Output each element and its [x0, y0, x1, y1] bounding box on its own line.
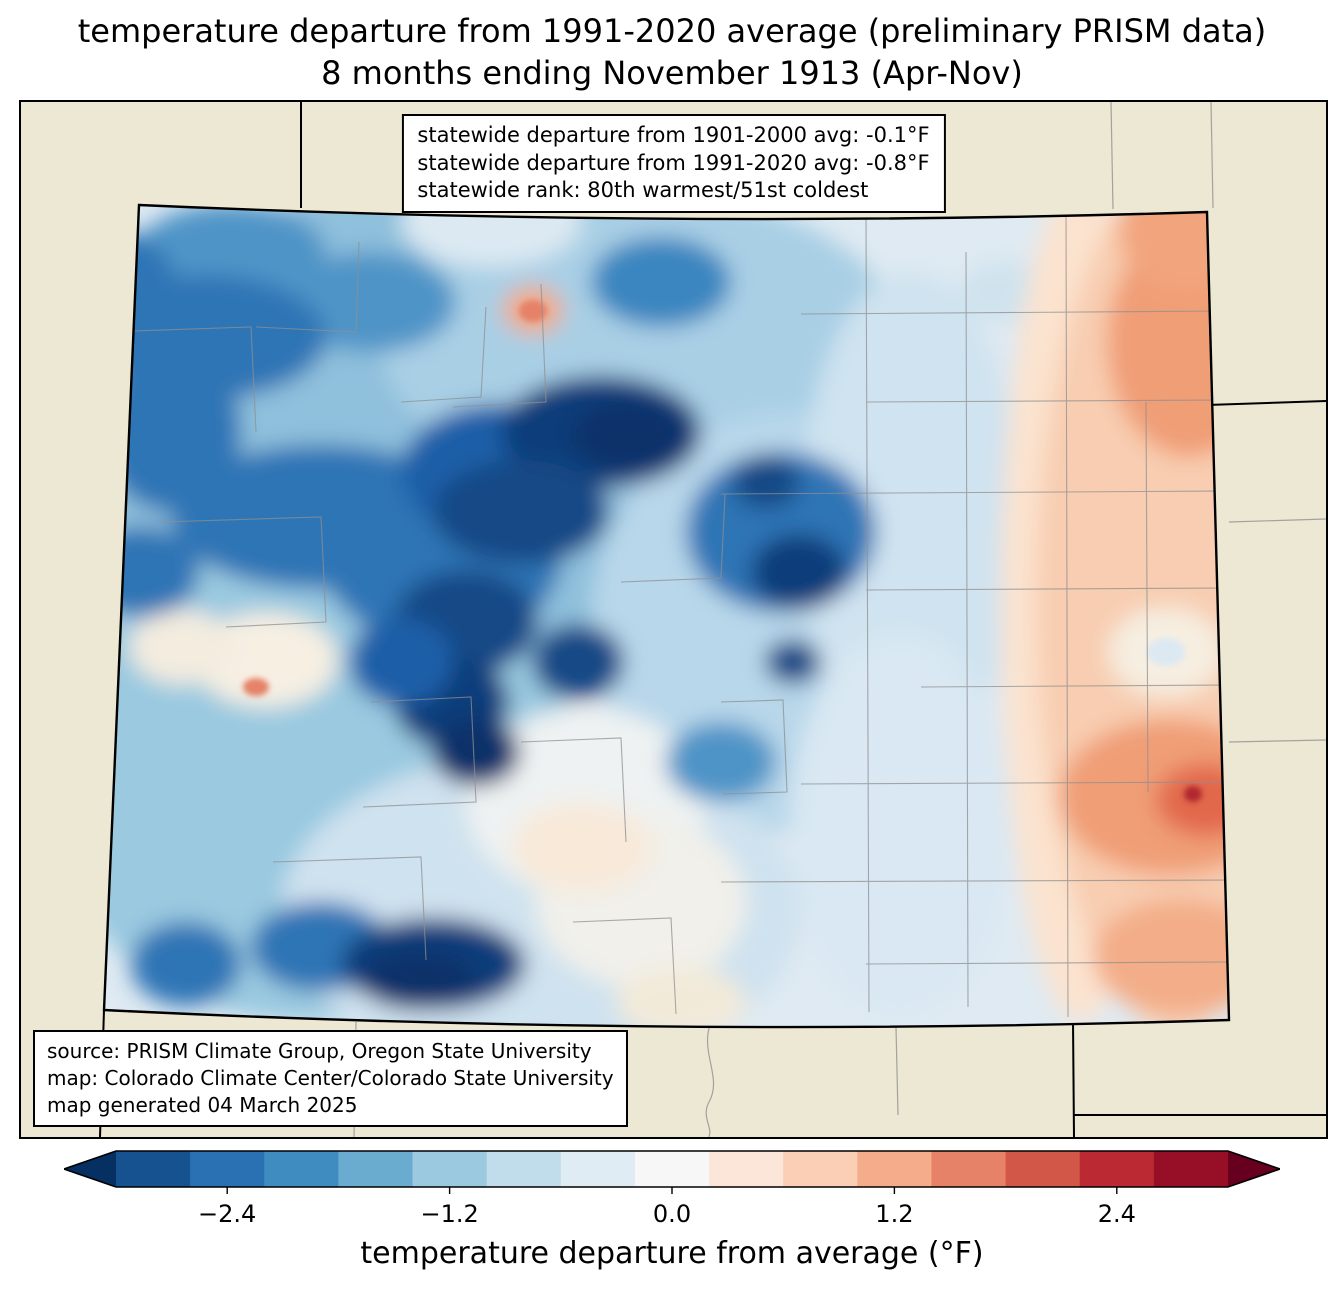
source-box: source: PRISM Climate Group, Oregon Stat… — [33, 1030, 628, 1127]
colorbar-tick-label: −1.2 — [420, 1200, 479, 1228]
colorbar-segment — [709, 1151, 784, 1187]
stats-box: statewide departure from 1901-2000 avg: … — [401, 114, 946, 214]
contour-blobs — [104, 205, 1229, 1028]
colorbar-tick-label: −2.4 — [198, 1200, 257, 1228]
stats-line-1: statewide departure from 1901-2000 avg: … — [417, 123, 930, 147]
stats-line-3: statewide rank: 80th warmest/51st coldes… — [417, 178, 869, 203]
colorbar-segment — [338, 1151, 414, 1187]
source-line-1: source: PRISM Climate Group, Oregon Stat… — [47, 1039, 592, 1063]
colorbar-segment — [857, 1151, 933, 1187]
colorbar-segment — [1005, 1151, 1081, 1187]
colorbar-right-arrow — [1228, 1151, 1280, 1187]
colorbar-segments — [116, 1151, 1229, 1187]
colorbar-tick-label: 1.2 — [875, 1200, 914, 1228]
county-lines — [104, 211, 1229, 1018]
colorbar-segment — [560, 1151, 636, 1187]
colorado-border — [102, 203, 1231, 1029]
map-frame: statewide departure from 1901-2000 avg: … — [19, 100, 1328, 1139]
colorbar-segment — [931, 1151, 1007, 1187]
source-line-2: map: Colorado Climate Center/Colorado St… — [47, 1066, 614, 1090]
title-line-1: temperature departure from 1991-2020 ave… — [77, 12, 1267, 50]
colorbar-segment — [412, 1151, 488, 1187]
colorado-map — [99, 102, 1326, 1137]
colorbar-left-arrow — [64, 1151, 116, 1187]
colorbar-segment — [116, 1151, 191, 1187]
colorbar-tick-label: 2.4 — [1097, 1200, 1136, 1228]
colorbar-segment — [634, 1151, 710, 1187]
colorbar-axis-label: temperature departure from average (°F) — [360, 1236, 984, 1271]
colorbar-segment — [1079, 1151, 1155, 1187]
colorbar-segment — [486, 1151, 562, 1187]
colorbar-segment — [190, 1151, 265, 1187]
colorbar-area: −2.4 −1.2 0.0 1.2 2.4 temperature departure … — [61, 1150, 1283, 1271]
colorbar-tick-label: 0.0 — [652, 1200, 692, 1228]
colorbar-tick-marks — [226, 1187, 1118, 1194]
colorbar-tick-labels: −2.4 −1.2 0.0 1.2 2.4 — [64, 1200, 1280, 1232]
colorbar-segment — [264, 1151, 339, 1187]
title-line-2: 8 months ending November 1913 (Apr-Nov) — [321, 54, 1023, 93]
source-line-3: map generated 04 March 2025 — [47, 1093, 358, 1117]
colorbar-segment — [1153, 1151, 1229, 1187]
figure-title: temperature departure from 1991-2020 ave… — [0, 10, 1344, 94]
stats-line-2: statewide departure from 1991-2020 avg: … — [417, 150, 930, 175]
colorbar — [61, 1150, 1283, 1194]
colorbar-segment — [783, 1151, 858, 1187]
temperature-field — [104, 205, 1229, 1028]
contour-details — [243, 300, 1202, 802]
